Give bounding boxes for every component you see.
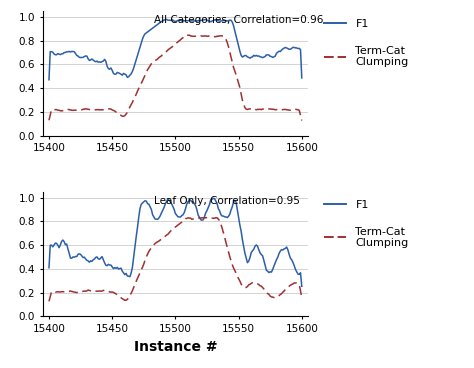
F1: [46, 266, 52, 270]
F1: [279, 247, 284, 252]
F1: [182, 206, 188, 211]
F1: [152, 24, 158, 28]
F1: [152, 217, 158, 221]
F1: [69, 256, 74, 261]
F1: [47, 49, 53, 54]
Line: Term-Cat
Clumping: Term-Cat Clumping: [49, 35, 302, 121]
Term-Cat
Clumping: [69, 108, 74, 112]
Term-Cat
Clumping: [47, 294, 53, 299]
Term-Cat
Clumping: [138, 268, 144, 272]
Term-Cat
Clumping: [152, 58, 158, 63]
F1: [299, 284, 305, 289]
Legend: F1, Term-Cat
Clumping: F1, Term-Cat Clumping: [324, 19, 409, 67]
Line: F1: F1: [49, 198, 302, 286]
Line: Term-Cat
Clumping: Term-Cat Clumping: [49, 217, 302, 301]
Term-Cat
Clumping: [46, 118, 52, 123]
Line: F1: F1: [49, 20, 302, 80]
Term-Cat
Clumping: [184, 33, 190, 37]
Term-Cat
Clumping: [182, 216, 188, 221]
Term-Cat
Clumping: [299, 296, 305, 300]
F1: [138, 41, 144, 45]
Term-Cat
Clumping: [138, 81, 144, 86]
Term-Cat
Clumping: [204, 215, 210, 220]
Text: All Categories, Correlation=0.96: All Categories, Correlation=0.96: [154, 15, 324, 25]
Term-Cat
Clumping: [46, 299, 52, 304]
F1: [210, 196, 216, 201]
F1: [299, 76, 305, 80]
Term-Cat
Clumping: [152, 241, 158, 246]
Term-Cat
Clumping: [182, 33, 188, 38]
F1: [47, 243, 53, 247]
F1: [184, 18, 190, 23]
F1: [46, 78, 52, 82]
Term-Cat
Clumping: [279, 107, 284, 112]
Term-Cat
Clumping: [47, 113, 53, 117]
F1: [138, 202, 144, 206]
F1: [69, 49, 74, 54]
F1: [164, 17, 169, 22]
F1: [279, 48, 284, 52]
Legend: F1, Term-Cat
Clumping: F1, Term-Cat Clumping: [324, 200, 409, 248]
Text: Leaf Only, Correlation=0.95: Leaf Only, Correlation=0.95: [154, 195, 300, 206]
Term-Cat
Clumping: [69, 289, 74, 294]
X-axis label: Instance #: Instance #: [134, 340, 217, 354]
Term-Cat
Clumping: [299, 118, 305, 123]
Term-Cat
Clumping: [279, 291, 284, 296]
